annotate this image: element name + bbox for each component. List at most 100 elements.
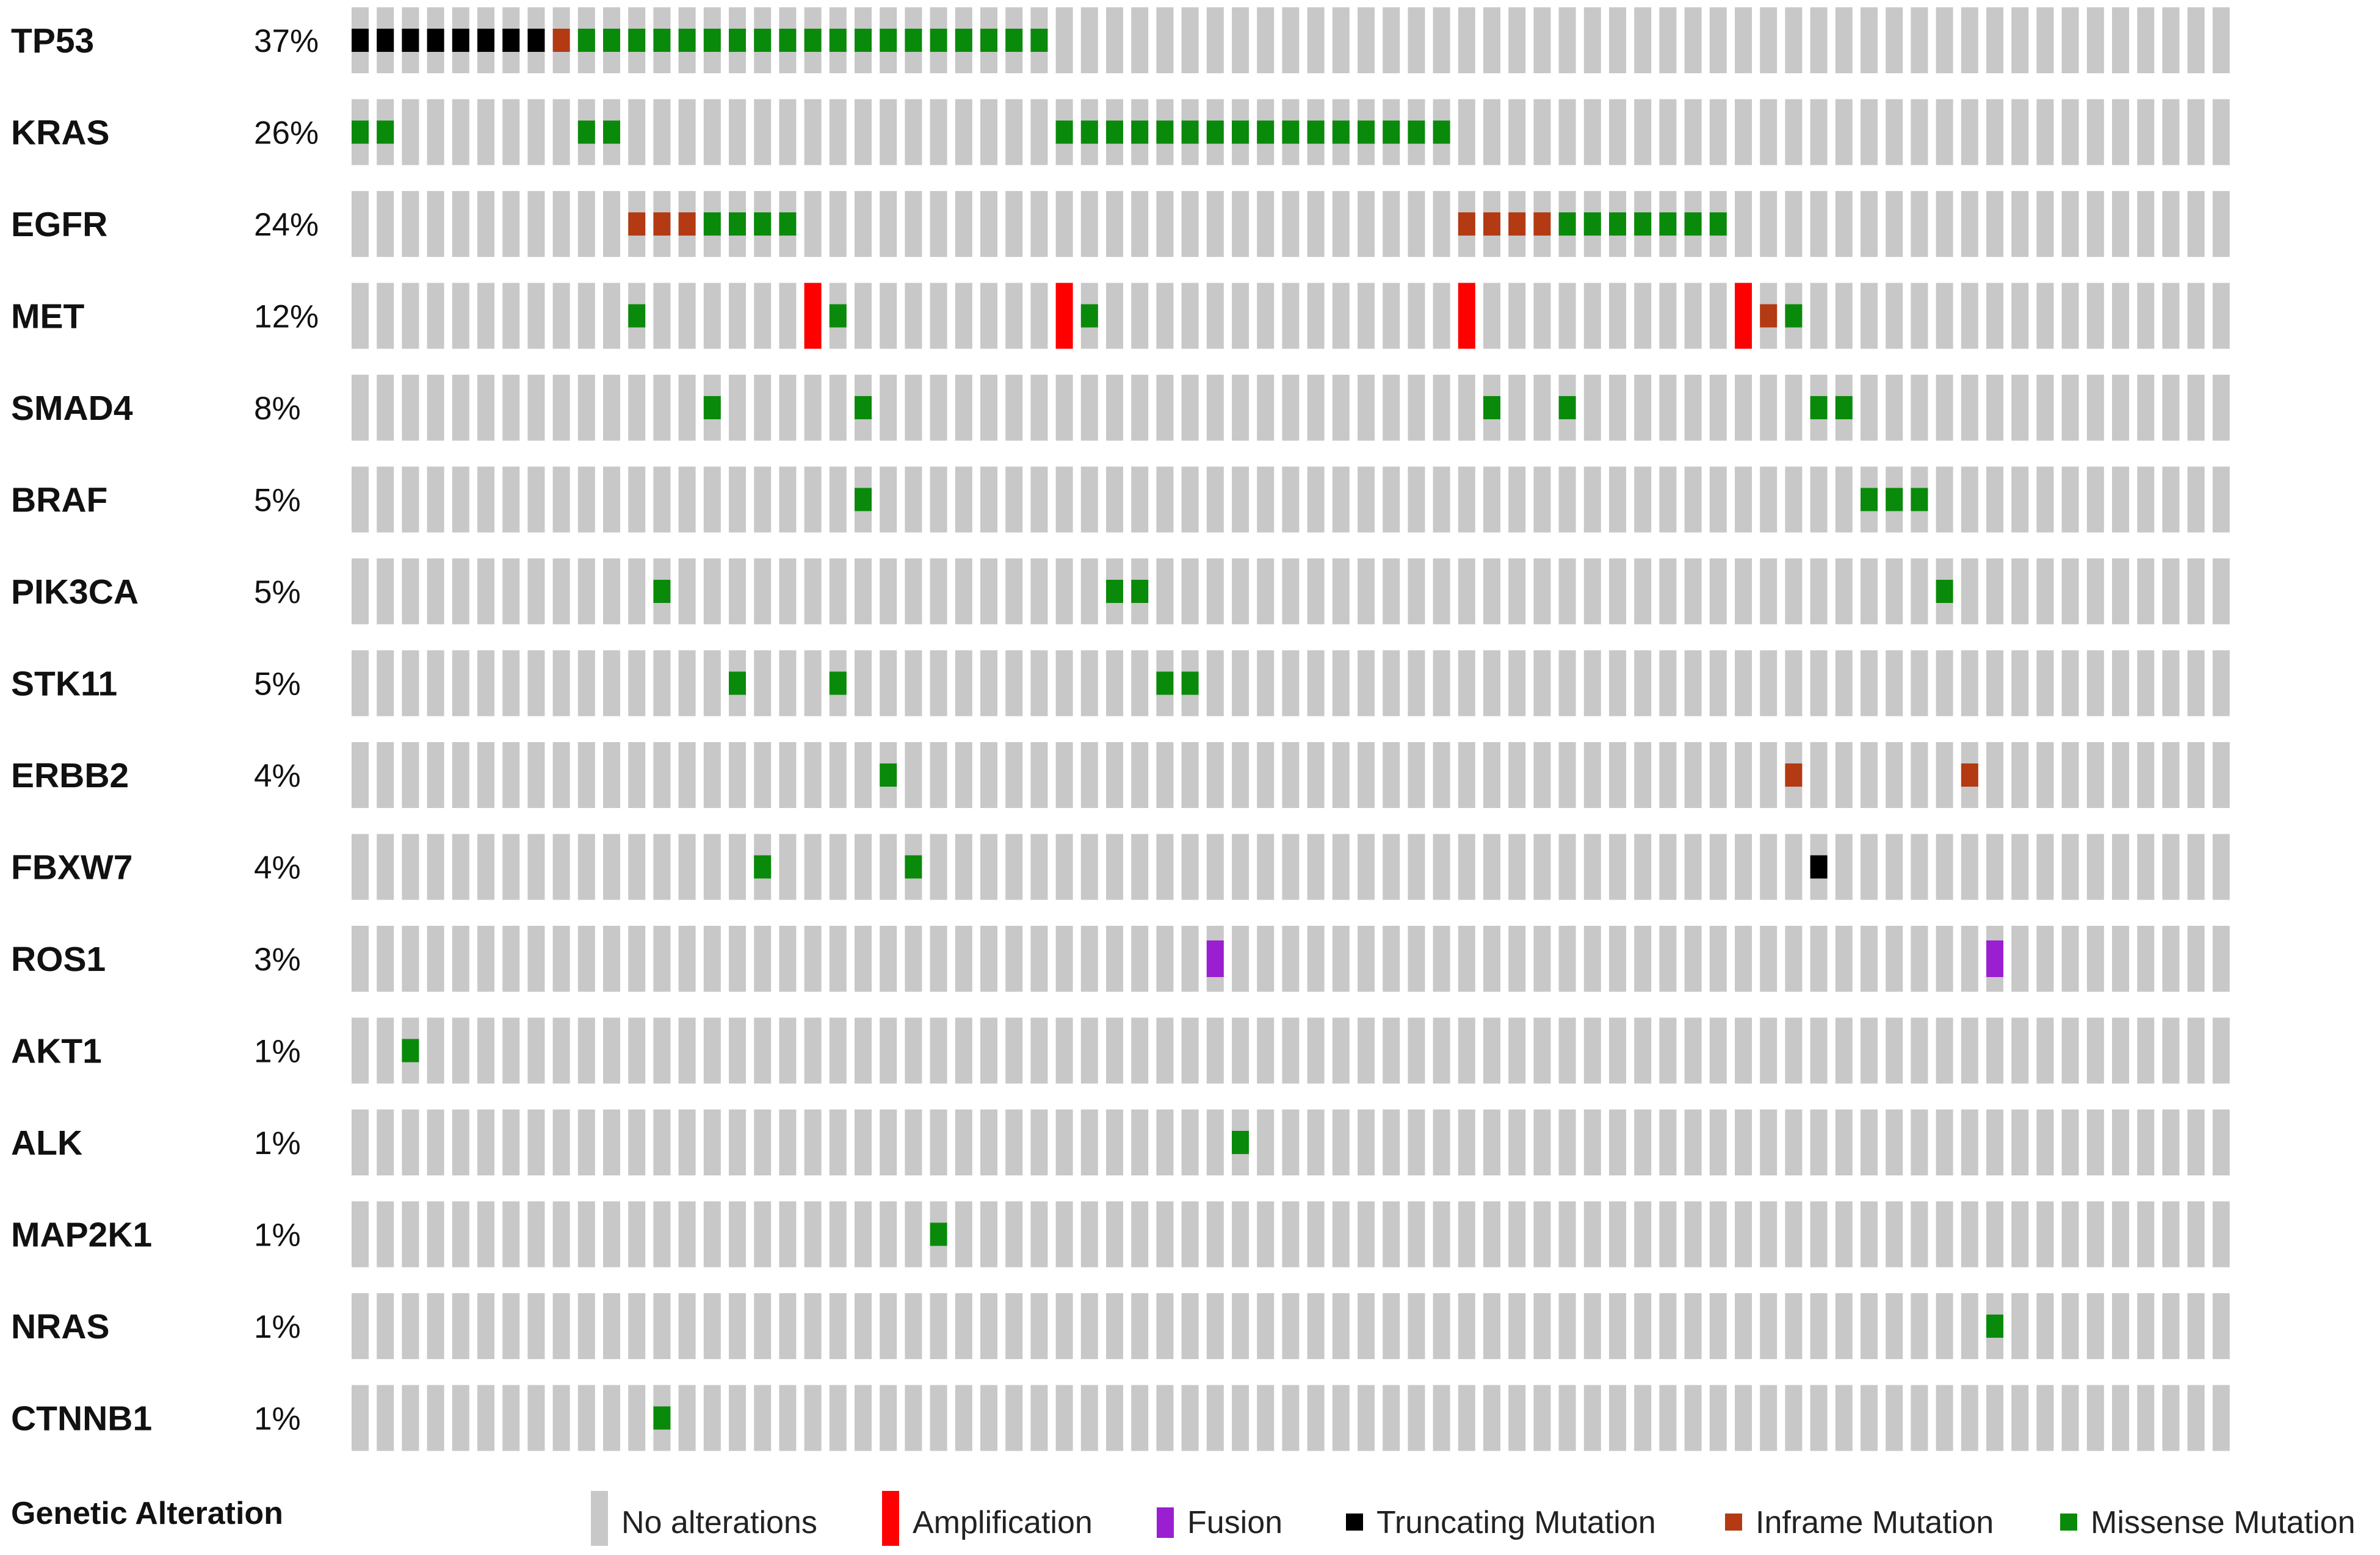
sample-cell: [1709, 466, 1727, 533]
sample-cell: [1861, 283, 1878, 349]
gene-row-map2k1: MAP2K1 1%: [11, 1201, 2230, 1268]
sample-cell: [1735, 1385, 1752, 1451]
sample-cell: [1433, 7, 1450, 73]
sample-cell: [2112, 466, 2129, 533]
sample-cell: [930, 283, 947, 349]
sample-cell: [1634, 99, 1652, 165]
missense-mutation-mark: [955, 29, 972, 52]
sample-cell: [980, 1109, 997, 1175]
sample-cell: [427, 1385, 444, 1451]
legend-label: Missense Mutation: [2091, 1505, 2356, 1540]
sample-cell: [1785, 926, 1803, 992]
sample-cell: [402, 375, 419, 441]
sample-cell: [577, 1109, 595, 1175]
sample-cell: [1282, 834, 1300, 900]
sample-cell: [703, 650, 721, 716]
sample-cell: [1408, 1109, 1425, 1175]
gene-percent: 1%: [254, 1034, 301, 1070]
sample-cell: [1659, 1385, 1677, 1451]
sample-cell: [477, 191, 494, 257]
sample-cell: [1282, 466, 1300, 533]
sample-cell: [577, 742, 595, 808]
sample-cell: [1232, 742, 1249, 808]
sample-cell: [1181, 742, 1199, 808]
sample-cell: [1307, 283, 1325, 349]
sample-cell: [1257, 7, 1275, 73]
sample-cell: [729, 1385, 746, 1451]
sample-cell: [1634, 1201, 1652, 1268]
sample-cell: [1911, 283, 1928, 349]
sample-cell: [502, 1109, 520, 1175]
missense-mutation-mark: [628, 304, 646, 328]
inframe-mutation-mark: [1483, 212, 1500, 236]
sample-cell: [930, 1017, 947, 1084]
sample-cell: [1232, 650, 1249, 716]
sample-cell: [1055, 191, 1073, 257]
sample-cell: [1785, 375, 1803, 441]
sample-cell: [1886, 1017, 1903, 1084]
sample-cell: [1810, 466, 1828, 533]
sample-cell: [1835, 466, 1853, 533]
sample-cell: [1810, 1385, 1828, 1451]
sample-cell: [577, 283, 595, 349]
sample-cell: [352, 1201, 369, 1268]
sample-cell: [2137, 99, 2155, 165]
sample-cell: [1760, 99, 1778, 165]
sample-cell: [502, 1293, 520, 1359]
sample-cell: [1961, 1109, 1978, 1175]
sample-cell: [1005, 558, 1023, 624]
sample-cell: [1106, 7, 1123, 73]
sample-cell: [377, 1201, 394, 1268]
sample-cell: [427, 834, 444, 900]
sample-cell: [880, 1017, 897, 1084]
sample-cell: [2086, 99, 2104, 165]
sample-cell: [930, 834, 947, 900]
sample-cell: [1257, 650, 1275, 716]
sample-cell: [930, 558, 947, 624]
sample-cell: [1861, 1201, 1878, 1268]
sample-cell: [527, 558, 545, 624]
missense-mutation-mark: [577, 120, 595, 144]
sample-cell: [452, 1109, 469, 1175]
sample-cell: [2137, 926, 2155, 992]
sample-cell: [1886, 191, 1903, 257]
sample-cell: [1684, 466, 1702, 533]
sample-cell: [1408, 834, 1425, 900]
sample-cell: [905, 283, 922, 349]
sample-cell: [653, 650, 671, 716]
sample-cell: [678, 926, 696, 992]
sample-cell: [703, 742, 721, 808]
sample-cell: [930, 650, 947, 716]
sample-cell: [2112, 742, 2129, 808]
sample-cell: [2061, 558, 2079, 624]
sample-cell: [905, 1109, 922, 1175]
sample-cell: [2011, 99, 2029, 165]
sample-cell: [779, 466, 797, 533]
sample-cell: [1861, 1017, 1878, 1084]
sample-cell: [2187, 1293, 2205, 1359]
sample-cell: [2212, 1201, 2230, 1268]
missense-mutation-mark: [1005, 29, 1023, 52]
sample-cell: [2036, 375, 2054, 441]
gene-percent: 24%: [254, 207, 319, 243]
sample-cell: [2137, 834, 2155, 900]
sample-cell: [1634, 926, 1652, 992]
sample-cell: [1684, 926, 1702, 992]
sample-cell: [603, 283, 620, 349]
sample-cell: [980, 1017, 997, 1084]
sample-cell: [1408, 466, 1425, 533]
sample-cell: [1005, 742, 1023, 808]
sample-cell: [1131, 466, 1149, 533]
sample-cell: [1433, 283, 1450, 349]
sample-cell: [1307, 926, 1325, 992]
sample-cell: [1886, 834, 1903, 900]
gene-row-kras: KRAS 26%: [11, 99, 2230, 165]
sample-cell: [1583, 1109, 1601, 1175]
missense-mutation-mark: [603, 120, 620, 144]
sample-cell: [2086, 375, 2104, 441]
sample-cell: [2036, 1293, 2054, 1359]
sample-cell: [502, 558, 520, 624]
sample-cell: [779, 1293, 797, 1359]
sample-cell: [2162, 375, 2180, 441]
